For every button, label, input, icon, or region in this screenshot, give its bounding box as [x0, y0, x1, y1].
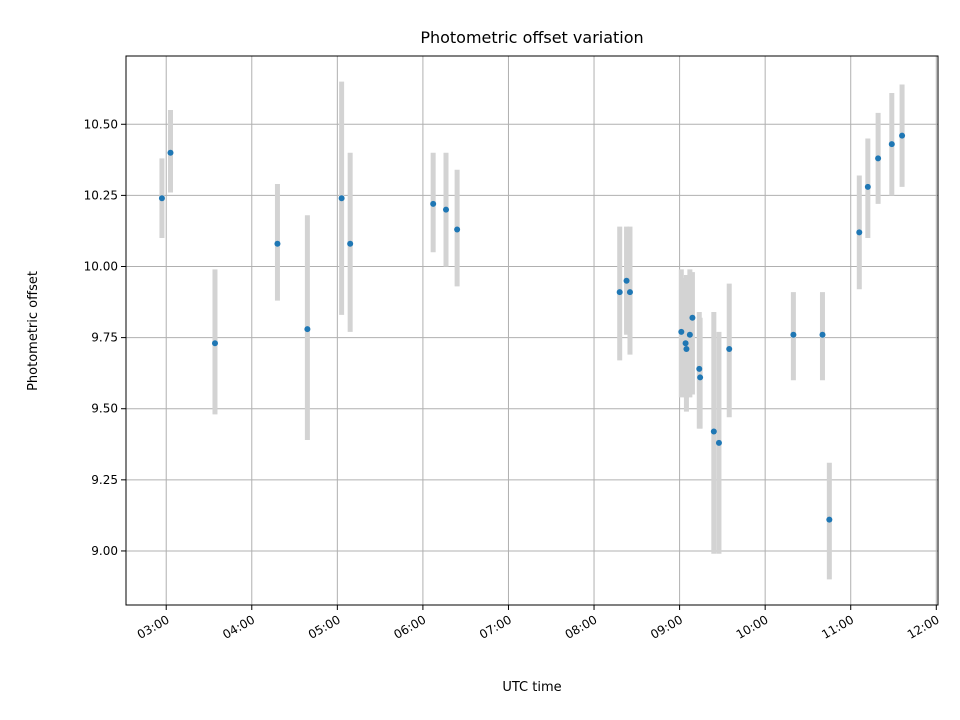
- data-point: [856, 229, 863, 236]
- data-point: [726, 345, 733, 352]
- data-point: [696, 365, 703, 372]
- y-tick-label: 9.25: [91, 473, 118, 487]
- y-tick-label: 9.75: [91, 331, 118, 345]
- data-points: [158, 132, 906, 523]
- data-point: [616, 289, 623, 296]
- data-point: [864, 183, 871, 190]
- data-point: [443, 206, 450, 213]
- data-point: [689, 314, 696, 321]
- data-point: [158, 195, 165, 202]
- data-point: [167, 149, 174, 156]
- data-point: [338, 195, 345, 202]
- y-tick-label: 10.50: [84, 117, 118, 131]
- data-point: [347, 240, 354, 247]
- data-point: [875, 155, 882, 162]
- data-point: [715, 439, 722, 446]
- plot-frame: [125, 55, 939, 606]
- y-tick-label: 10.25: [84, 188, 118, 202]
- x-axis-label: UTC time: [502, 680, 561, 695]
- data-point: [819, 331, 826, 338]
- data-point: [678, 328, 685, 335]
- data-point: [697, 374, 704, 381]
- data-point: [790, 331, 797, 338]
- data-point: [682, 340, 689, 347]
- data-point: [683, 345, 690, 352]
- data-point: [454, 226, 461, 233]
- data-point: [274, 240, 281, 247]
- data-point: [899, 132, 906, 139]
- data-point: [710, 428, 717, 435]
- y-tick-label: 10.00: [84, 259, 118, 273]
- grid-lines: [126, 56, 938, 605]
- chart-title: Photometric offset variation: [420, 28, 643, 47]
- y-tick-label: 9.00: [91, 544, 118, 558]
- y-axis-ticks: 9.00 9.25 9.50 9.75 10.00 10.25 10.50: [84, 117, 126, 558]
- data-point: [686, 331, 693, 338]
- data-point: [623, 277, 630, 284]
- data-point: [211, 340, 218, 347]
- y-tick-label: 9.50: [91, 402, 118, 416]
- y-axis-label: Photometric offset: [26, 271, 41, 391]
- data-point: [304, 326, 311, 333]
- data-point: [626, 289, 633, 296]
- data-point: [826, 516, 833, 523]
- data-point: [430, 200, 437, 207]
- data-point: [888, 141, 895, 148]
